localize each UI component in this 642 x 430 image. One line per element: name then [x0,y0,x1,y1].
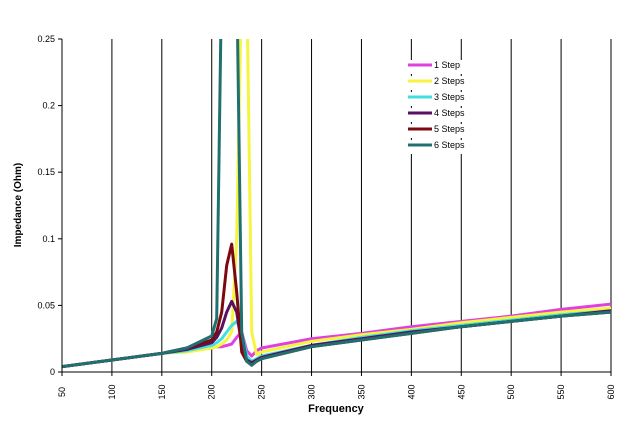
y-tick-label: 0.05 [37,300,55,310]
x-tick-label: 100 [107,384,117,399]
y-tick-label: 0.1 [42,234,55,244]
legend-label: 3 Steps [434,92,465,102]
legend-label: 2 Steps [434,76,465,86]
x-tick-label: 450 [456,384,466,399]
y-tick-label: 0.25 [37,34,55,44]
x-tick-label: 400 [406,384,416,399]
series-line-6 [62,39,611,369]
x-tick-label: 50 [57,387,67,397]
x-tick-label: 500 [506,384,516,399]
x-tick-label: 600 [606,384,616,399]
x-tick-label: 350 [356,384,366,399]
series-line-2 [62,39,611,369]
series-line-5 [62,242,611,369]
y-tick-label: 0.2 [42,101,55,111]
series-line-1 [62,302,611,369]
x-tick-label: 250 [257,384,267,399]
legend-label: 4 Steps [434,108,465,118]
y-tick-label: 0.15 [37,167,55,177]
x-tick-label: 550 [556,384,566,399]
legend-label: 6 Steps [434,140,465,150]
x-tick-label: 150 [157,384,167,399]
legend-label: 1 Step [434,60,460,70]
y-axis-label: Impedance (Ohm) [13,163,24,247]
y-tick-label: 0 [50,367,55,377]
x-tick-label: 300 [307,384,317,399]
legend-label: 5 Steps [434,124,465,134]
x-tick-label: 200 [207,384,217,399]
x-axis-label: Frequency [308,403,365,415]
